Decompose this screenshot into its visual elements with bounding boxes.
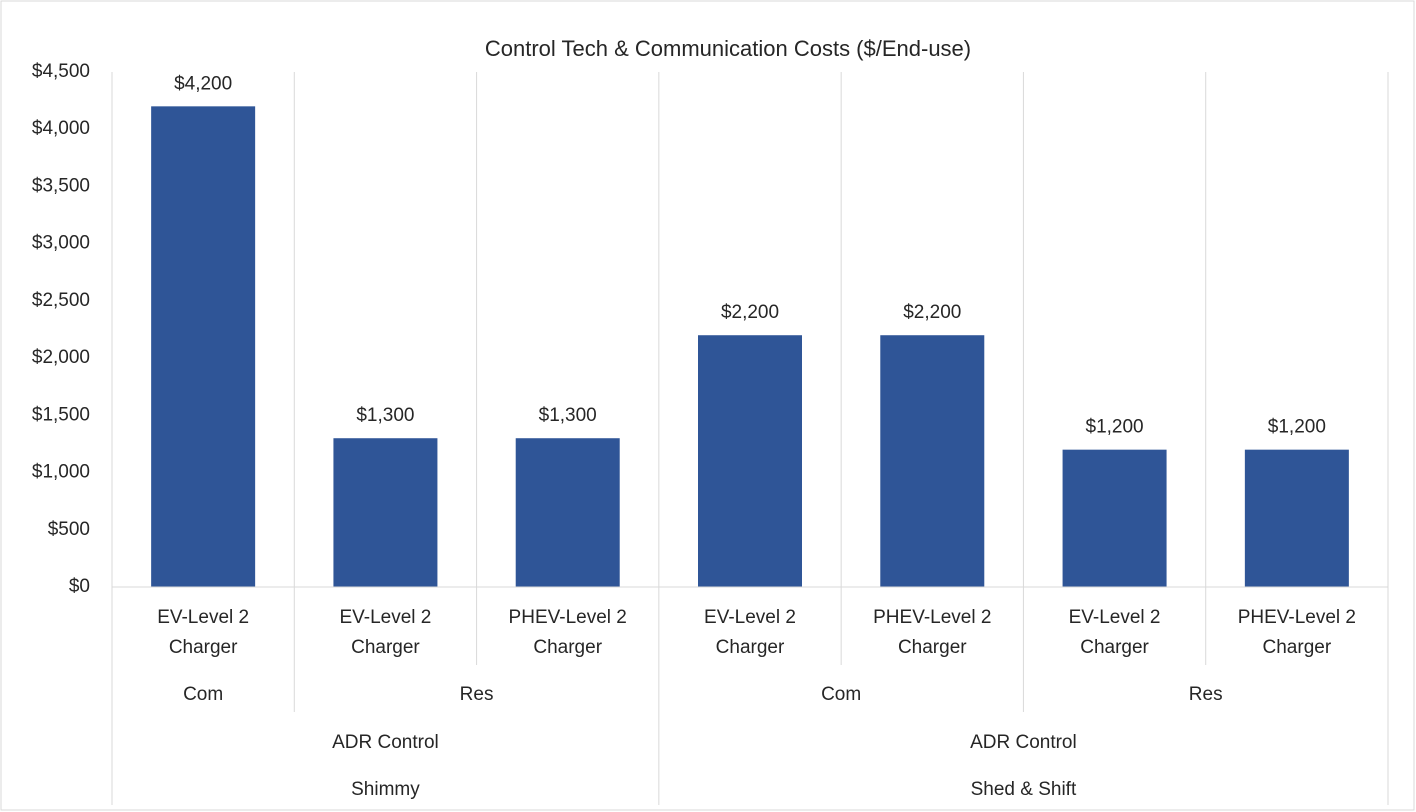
- bar: [1244, 449, 1349, 587]
- y-tick-label: $4,000: [32, 118, 90, 139]
- x-tick-label: EV-Level 2 Charger: [157, 607, 250, 658]
- group-label: Com: [821, 684, 862, 705]
- data-label: $4,200: [174, 73, 232, 94]
- data-label: $1,200: [1086, 417, 1144, 438]
- group-label: Shed & Shift: [970, 779, 1077, 800]
- bar: [880, 335, 985, 587]
- y-tick-label: $3,000: [32, 233, 90, 254]
- chart-title: Control Tech & Communication Costs ($/En…: [485, 36, 971, 61]
- bar: [698, 335, 802, 587]
- data-label: $2,200: [721, 302, 779, 323]
- group-label: Res: [1188, 684, 1223, 705]
- y-tick-label: $1,000: [32, 462, 90, 483]
- bar: [151, 106, 256, 587]
- data-label: $1,300: [356, 405, 414, 426]
- group-label: Com: [183, 684, 224, 705]
- y-tick-label: $2,500: [32, 290, 90, 311]
- bar: [333, 438, 438, 587]
- x-tick-label: PHEV-Level 2 Charger: [873, 607, 992, 658]
- data-label: $1,300: [539, 405, 597, 426]
- y-tick-label: $4,500: [32, 61, 90, 82]
- y-tick-label: $3,500: [32, 175, 90, 196]
- group-label: ADR Control: [332, 732, 439, 753]
- y-tick-label: $2,000: [32, 347, 90, 368]
- group-label: Res: [459, 684, 494, 705]
- data-label: $2,200: [903, 302, 961, 323]
- y-tick-label: $500: [48, 519, 90, 540]
- y-tick-label: $0: [69, 576, 90, 597]
- x-tick-label: EV-Level 2 Charger: [339, 607, 432, 658]
- bar: [515, 438, 620, 587]
- x-tick-label: EV-Level 2 Charger: [1068, 607, 1161, 658]
- bar: [1062, 449, 1167, 587]
- x-tick-label: PHEV-Level 2 Charger: [508, 607, 627, 658]
- group-label: Shimmy: [351, 779, 420, 800]
- y-tick-label: $1,500: [32, 404, 90, 425]
- x-tick-label: PHEV-Level 2 Charger: [1237, 607, 1356, 658]
- group-label: ADR Control: [970, 732, 1077, 753]
- x-tick-label: EV-Level 2 Charger: [704, 607, 796, 658]
- data-label: $1,200: [1268, 417, 1326, 438]
